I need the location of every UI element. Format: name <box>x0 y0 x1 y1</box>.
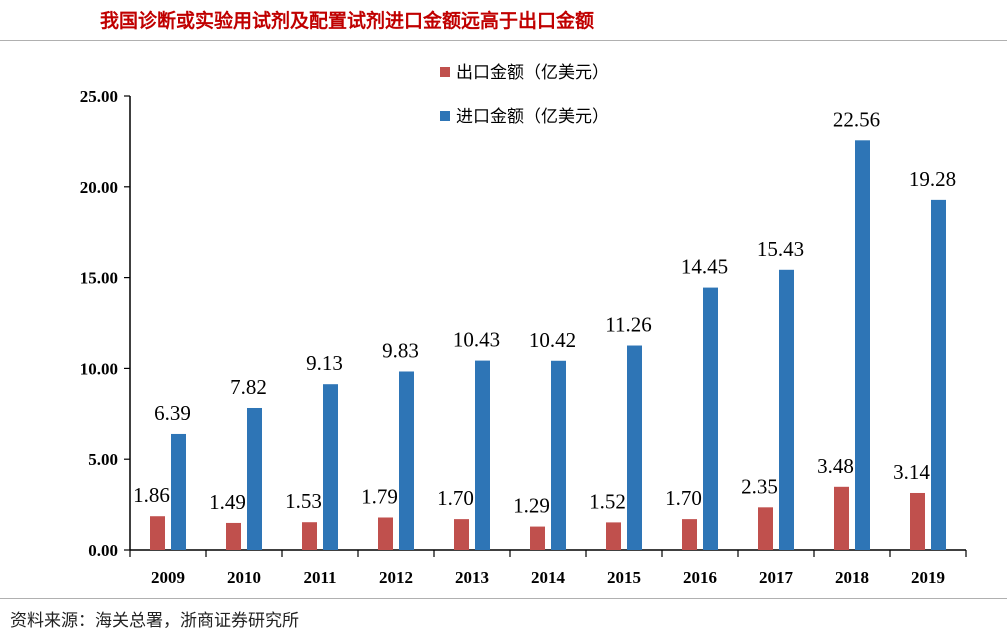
data-label-export: 1.70 <box>437 486 474 510</box>
data-label-export: 3.48 <box>817 454 854 478</box>
data-label-export: 1.53 <box>285 489 322 513</box>
bar-import <box>551 360 566 550</box>
x-tick-label: 2018 <box>835 568 869 587</box>
y-tick-label: 25.00 <box>80 87 118 106</box>
bar-export <box>834 486 849 550</box>
data-label-export: 1.79 <box>361 484 398 508</box>
bar-export <box>302 522 317 550</box>
x-tick-label: 2016 <box>683 568 717 587</box>
data-label-import: 10.42 <box>529 328 576 352</box>
legend-swatch-import <box>440 111 450 121</box>
x-tick-label: 2013 <box>455 568 489 587</box>
bar-import <box>475 360 490 550</box>
bar-import <box>247 407 262 550</box>
data-label-import: 9.83 <box>382 338 419 362</box>
title-divider <box>0 40 1007 41</box>
bar-export <box>226 522 241 550</box>
footer-divider <box>0 598 1007 599</box>
chart-title: 我国诊断或实验用试剂及配置试剂进口金额远高于出口金额 <box>100 10 595 32</box>
data-label-export: 1.86 <box>133 483 170 507</box>
bar-export <box>150 516 165 550</box>
data-label-import: 10.43 <box>453 328 500 352</box>
y-tick-label: 10.00 <box>80 359 118 378</box>
bar-import <box>855 140 870 550</box>
bar-export <box>454 519 469 550</box>
bar-export <box>530 526 545 550</box>
bar-export <box>910 492 925 550</box>
data-label-export: 2.35 <box>741 474 778 498</box>
x-tick-label: 2011 <box>303 568 336 587</box>
data-label-export: 1.70 <box>665 486 702 510</box>
x-tick-label: 2012 <box>379 568 413 587</box>
legend-label-export: 出口金额（亿美元） <box>456 63 609 83</box>
data-label-import: 7.82 <box>230 375 267 399</box>
legend-swatch-export <box>440 67 450 77</box>
x-tick-label: 2010 <box>227 568 261 587</box>
data-label-import: 15.43 <box>757 237 804 261</box>
bar-import <box>323 384 338 550</box>
bar-export <box>682 519 697 550</box>
bar-import <box>703 287 718 550</box>
y-tick-label: 15.00 <box>80 269 118 288</box>
data-label-import: 14.45 <box>681 255 728 279</box>
legend-label-import: 进口金额（亿美元） <box>456 107 609 127</box>
bar-import <box>931 199 946 551</box>
data-label-import: 11.26 <box>605 313 651 337</box>
data-label-import: 9.13 <box>306 351 343 375</box>
bar-import <box>627 345 642 550</box>
y-tick-label: 5.00 <box>88 450 118 469</box>
data-label-import: 22.56 <box>833 107 880 131</box>
data-label-export: 3.14 <box>893 460 930 484</box>
data-label-import: 6.39 <box>154 401 191 425</box>
bar-export <box>378 517 393 550</box>
x-tick-label: 2014 <box>531 568 566 587</box>
bar-export <box>606 522 621 550</box>
data-label-export: 1.49 <box>209 490 246 514</box>
bar-chart: 0.00 5.00 10.00 15.00 20.00 25.00 2009 2010 2011… <box>80 63 967 587</box>
x-tick-label: 2015 <box>607 568 641 587</box>
source-note: 资料来源：海关总署，浙商证券研究所 <box>10 611 299 631</box>
bar-import <box>779 269 794 550</box>
bar-import <box>399 371 414 550</box>
bar-import <box>171 433 186 550</box>
x-tick-label: 2019 <box>911 568 945 587</box>
y-tick-label: 0.00 <box>88 541 118 560</box>
x-tick-label: 2009 <box>151 568 185 587</box>
x-tick-label: 2017 <box>759 568 794 587</box>
bar-export <box>758 507 773 550</box>
data-label-import: 19.28 <box>909 167 956 191</box>
y-tick-label: 20.00 <box>80 178 118 197</box>
data-label-export: 1.52 <box>589 489 626 513</box>
data-label-export: 1.29 <box>513 494 550 518</box>
